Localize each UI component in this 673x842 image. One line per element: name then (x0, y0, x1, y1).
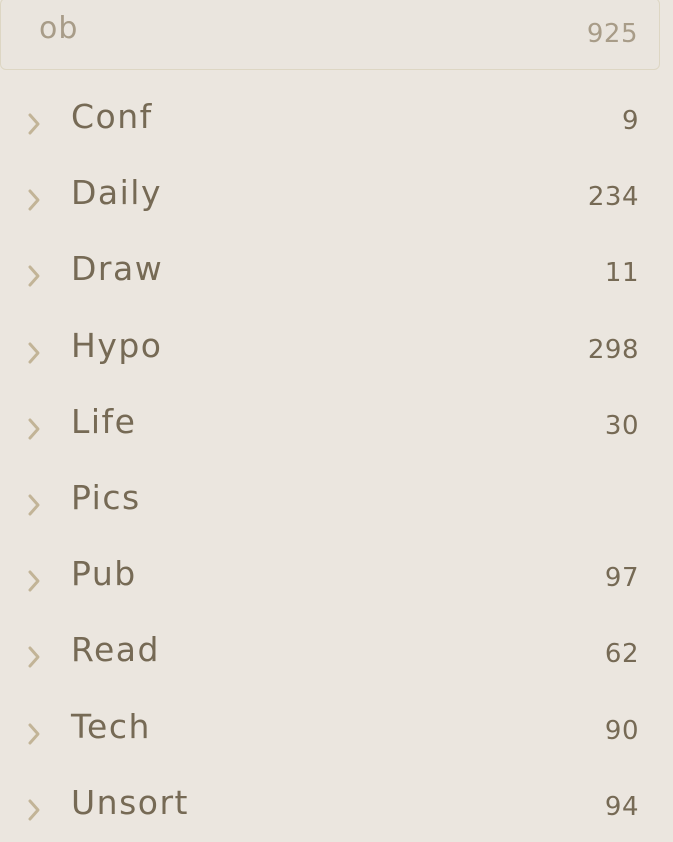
folder-label: Tech (71, 706, 151, 746)
chevron-right-icon[interactable] (26, 263, 42, 289)
chevron-right-icon[interactable] (26, 721, 42, 747)
folder-label: Unsort (71, 782, 189, 822)
folder-note-count: 90 (604, 715, 639, 746)
vault-name: ob (39, 11, 79, 46)
folder-label: Pics (71, 477, 141, 517)
folder-note-count: 30 (604, 410, 639, 441)
chevron-right-icon[interactable] (26, 111, 42, 137)
folder-item-hypo[interactable]: Hypo 298 (0, 309, 673, 385)
folder-list: Conf 9 Daily 234 Draw 11 Hypo 298 (0, 80, 673, 842)
folder-note-count: 9 (621, 106, 639, 136)
chevron-right-icon[interactable] (26, 644, 42, 670)
folder-item-pics[interactable]: Pics (0, 461, 673, 537)
folder-label: Read (71, 630, 160, 670)
folder-label: Hypo (71, 325, 163, 365)
folder-item-daily[interactable]: Daily 234 (0, 156, 673, 232)
folder-item-read[interactable]: Read 62 (0, 613, 673, 689)
folder-item-unsort[interactable]: Unsort 94 (0, 766, 673, 842)
folder-label: Life (71, 401, 137, 441)
folder-item-pub[interactable]: Pub 97 (0, 537, 673, 613)
folder-item-life[interactable]: Life 30 (0, 385, 673, 461)
folder-label: Pub (71, 554, 137, 594)
folder-note-count: 234 (587, 182, 639, 213)
folder-note-count: 11 (604, 258, 639, 289)
vault-header[interactable]: ob 925 (0, 0, 660, 70)
folder-note-count: 62 (604, 639, 639, 670)
chevron-right-icon[interactable] (26, 416, 42, 442)
folder-note-count: 298 (587, 334, 639, 365)
folder-note-count: 97 (604, 563, 639, 594)
chevron-right-icon[interactable] (26, 492, 42, 518)
folder-label: Draw (71, 249, 164, 289)
folder-item-tech[interactable]: Tech 90 (0, 690, 673, 766)
vault-note-count: 925 (586, 19, 638, 49)
chevron-right-icon[interactable] (26, 568, 42, 594)
folder-item-draw[interactable]: Draw 11 (0, 232, 673, 308)
chevron-right-icon[interactable] (26, 340, 42, 366)
folder-label: Conf (71, 97, 153, 136)
folder-note-count: 94 (604, 791, 639, 822)
folder-item-conf[interactable]: Conf 9 (0, 80, 673, 156)
chevron-right-icon[interactable] (26, 797, 42, 823)
chevron-right-icon[interactable] (26, 187, 42, 213)
folder-label: Daily (71, 173, 162, 213)
